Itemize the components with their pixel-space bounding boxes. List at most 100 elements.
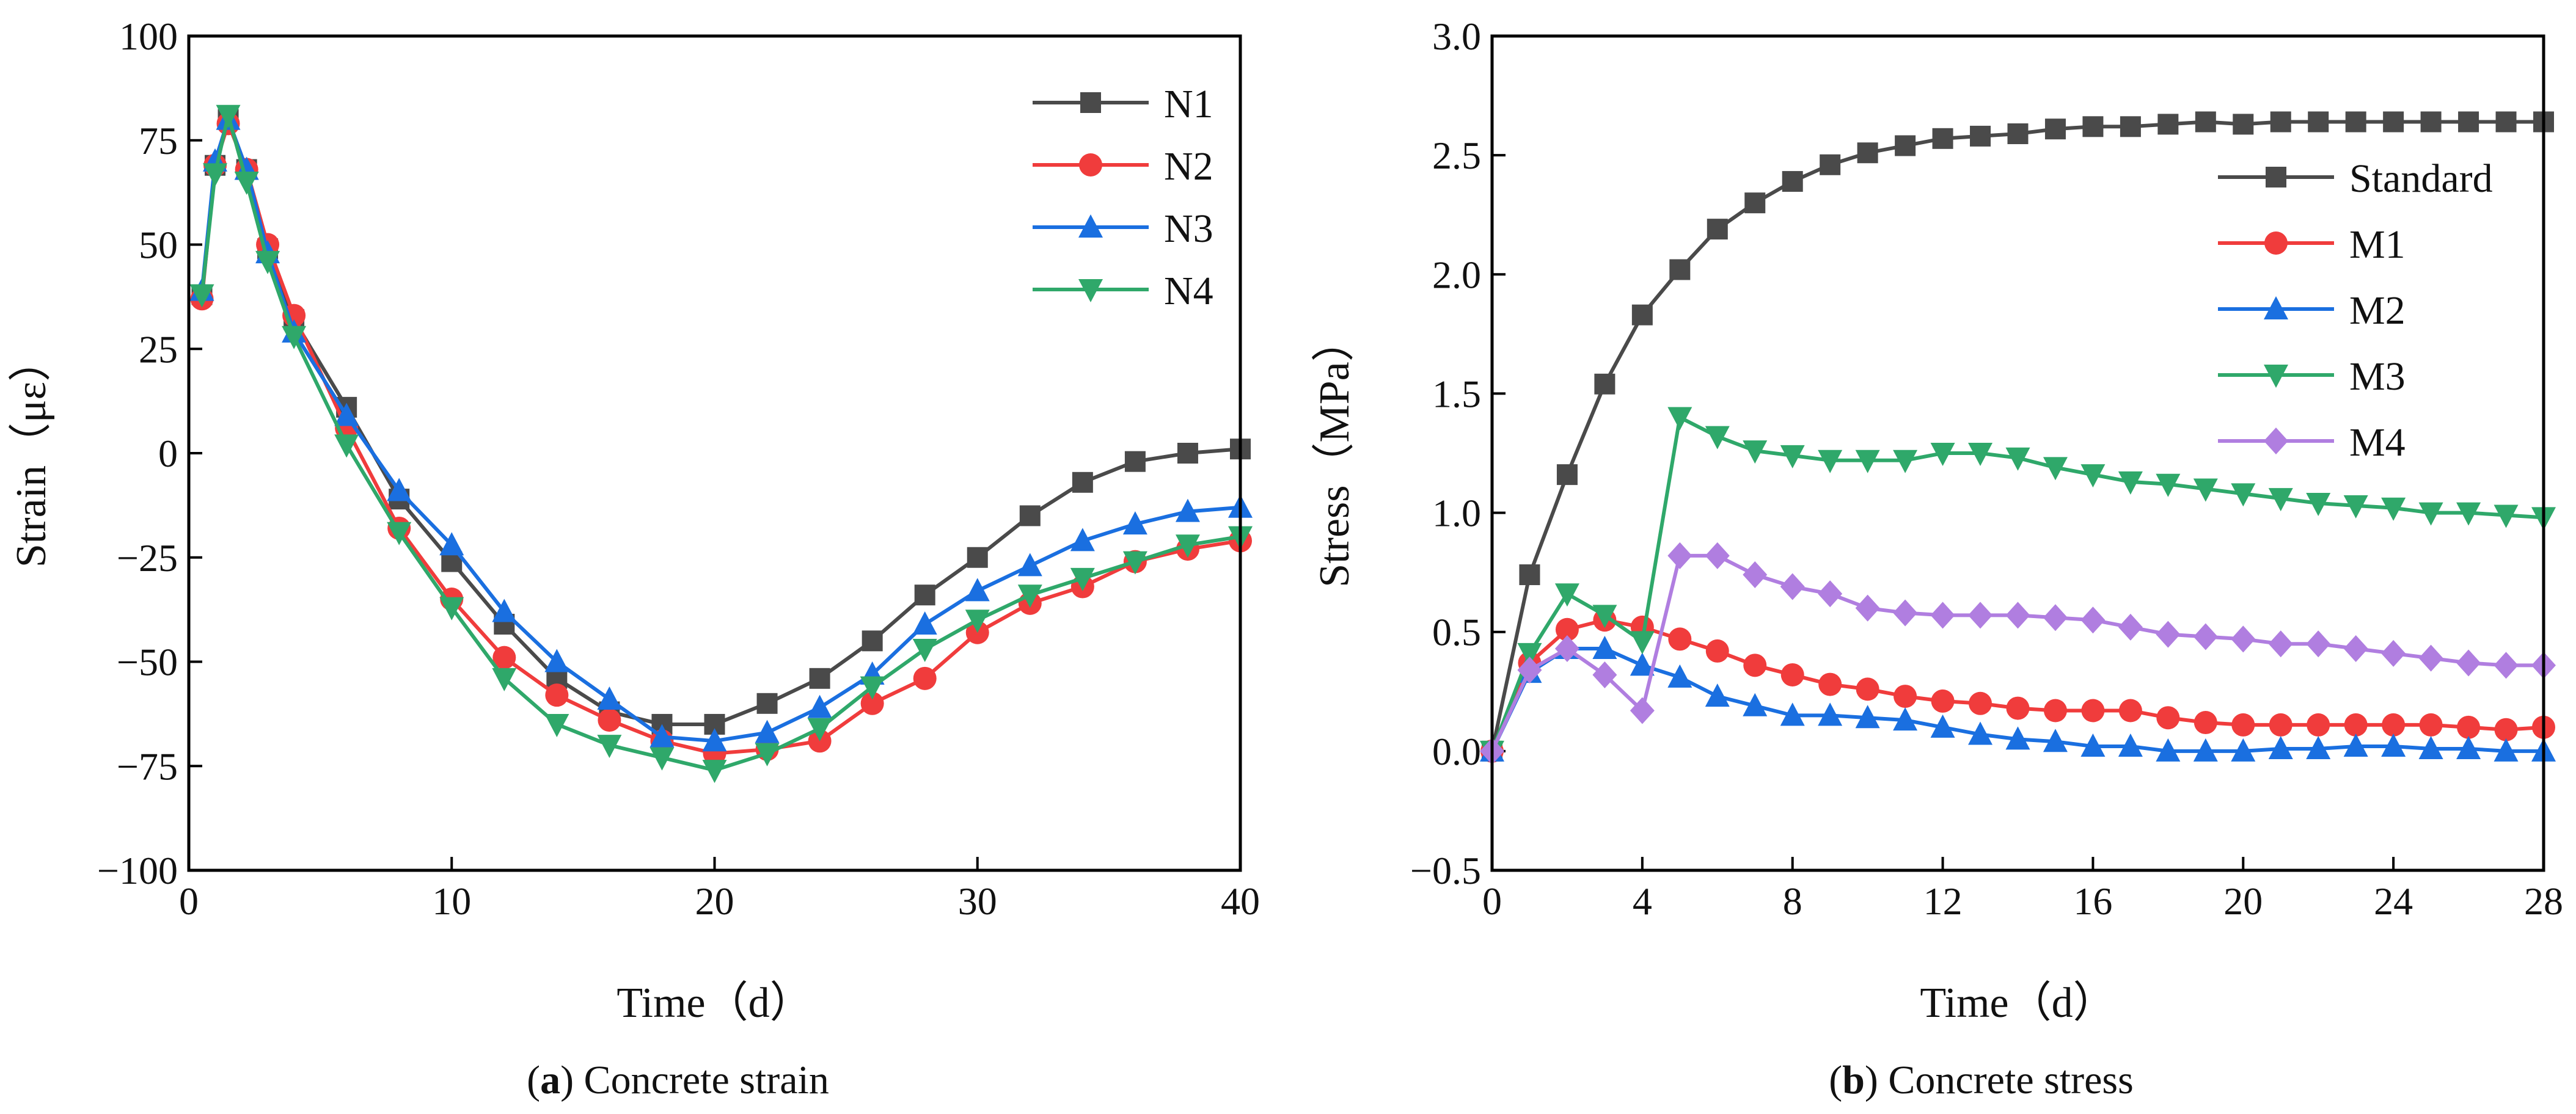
data-point-n3 <box>439 532 464 556</box>
data-point-m2 <box>1968 721 1993 745</box>
plot-frame <box>1490 34 2545 872</box>
data-point-m4 <box>1554 635 1579 663</box>
legend-marker <box>2264 231 2288 255</box>
data-point-m4 <box>1893 599 1918 627</box>
legend-item-m2: M2 <box>2218 288 2406 333</box>
chart-panel-a: −100 −75 −50 −25 0 25 50 75 100 0 10 20 30 40 Time（d） S… <box>8 15 1260 1102</box>
y-tick-label: 2.0 <box>1432 253 1481 296</box>
y-tick-label: 75 <box>139 119 178 162</box>
data-point-m4 <box>1968 602 1993 629</box>
data-point-m3 <box>1818 450 1843 473</box>
data-point-m4 <box>1517 657 1542 684</box>
data-point-m2 <box>1705 683 1730 707</box>
data-point-m1 <box>1555 617 1579 641</box>
legend-item-n4: N4 <box>1033 269 1213 313</box>
y-tick-label: 25 <box>139 327 178 371</box>
legend-marker <box>1078 214 1103 238</box>
data-point-m1 <box>1856 677 1879 701</box>
legend-label: M2 <box>2349 288 2406 333</box>
data-point-n3 <box>755 719 780 743</box>
caption-prefix: ( <box>1829 1058 1842 1102</box>
data-point-m2 <box>1630 652 1655 676</box>
data-point-m3 <box>2418 502 2443 526</box>
data-point-m2 <box>1667 664 1692 688</box>
y-tick-label: −25 <box>117 536 178 580</box>
data-point-m1 <box>1818 672 1842 696</box>
legend-label: N1 <box>1164 82 1213 126</box>
data-point-m3 <box>2268 488 2293 512</box>
figure-caption: (b) Concrete stress <box>1829 1058 2134 1102</box>
data-point-n4 <box>189 284 214 308</box>
data-point-n4 <box>807 718 832 741</box>
data-point-m3 <box>2080 464 2106 488</box>
legend-label: M1 <box>2349 222 2406 267</box>
data-point-m4 <box>1592 661 1617 688</box>
data-point-m4 <box>1667 542 1692 569</box>
data-point-n3 <box>492 599 517 622</box>
data-point-m2 <box>2306 735 2331 759</box>
data-point-standard <box>1932 128 1953 149</box>
data-point-m1 <box>2307 713 2330 737</box>
data-point-m4 <box>2156 621 2181 648</box>
x-tick-label: 20 <box>695 879 734 923</box>
x-tick-label: 0 <box>1482 879 1502 923</box>
data-point-n1 <box>756 693 778 714</box>
data-point-m3 <box>1592 605 1617 628</box>
data-point-n3 <box>1017 553 1042 577</box>
data-point-standard <box>2270 111 2291 133</box>
legend-marker <box>2266 167 2286 187</box>
data-point-m2 <box>1743 693 1768 716</box>
data-point-m3 <box>2005 447 2030 471</box>
legend-label: N2 <box>1164 144 1213 189</box>
data-point-m3 <box>2456 502 2481 526</box>
x-tick-label: 10 <box>432 879 471 923</box>
data-point-m3 <box>2231 483 2256 507</box>
y-tick-label: 1.5 <box>1432 372 1481 415</box>
legend-marker <box>1080 92 1101 113</box>
data-point-n3 <box>387 478 412 501</box>
data-point-m3 <box>1705 426 1730 450</box>
data-point-m4 <box>2231 625 2256 653</box>
data-point-m3 <box>2343 495 2368 519</box>
data-point-standard <box>2007 123 2029 145</box>
data-point-m3 <box>1667 407 1692 431</box>
data-point-standard <box>1820 154 1841 175</box>
legend-label: M3 <box>2349 354 2406 399</box>
data-point-n3 <box>1070 528 1095 552</box>
data-point-m1 <box>2269 713 2292 737</box>
data-point-standard <box>2120 116 2141 137</box>
data-point-m4 <box>2193 623 2218 650</box>
data-point-m1 <box>2231 713 2255 737</box>
data-point-m3 <box>2156 473 2181 497</box>
data-point-m1 <box>1780 663 1804 686</box>
data-point-m1 <box>2081 699 2105 723</box>
caption-text: Concrete strain <box>574 1058 829 1102</box>
data-point-standard <box>2420 111 2442 133</box>
data-point-standard <box>1519 564 1540 586</box>
data-point-n3 <box>965 578 990 602</box>
data-point-m3 <box>1930 443 1955 466</box>
caption-text: Concrete stress <box>1878 1058 2134 1102</box>
data-point-m2 <box>2005 726 2030 750</box>
data-point-n2 <box>545 683 569 707</box>
data-point-standard <box>1631 304 1653 326</box>
data-point-m2 <box>2118 734 2143 757</box>
data-point-m1 <box>1668 627 1692 651</box>
x-tick-label: 28 <box>2524 879 2563 923</box>
legend-item-m3: M3 <box>2218 354 2406 399</box>
data-point-m1 <box>1705 639 1729 663</box>
data-point-n4 <box>492 668 517 691</box>
chart-panel-b: −0.5 0.0 0.5 1.0 1.5 2.0 2.5 3.0 0 4 8 12 16 20 24 28 Ti… <box>1311 15 2563 1102</box>
x-axis-title: Time（d） <box>617 980 812 1027</box>
data-point-n4 <box>234 172 259 195</box>
x-tick-label: 20 <box>2223 879 2263 923</box>
data-point-m3 <box>1893 450 1918 473</box>
data-point-m2 <box>1855 705 1880 729</box>
data-point-m4 <box>1930 602 1955 629</box>
x-tick-label: 12 <box>1923 879 1963 923</box>
data-point-m2 <box>2456 735 2481 759</box>
data-point-m4 <box>2043 604 2068 632</box>
data-point-n4 <box>597 735 622 759</box>
data-point-n3 <box>544 649 569 672</box>
data-point-m3 <box>1968 443 1993 466</box>
